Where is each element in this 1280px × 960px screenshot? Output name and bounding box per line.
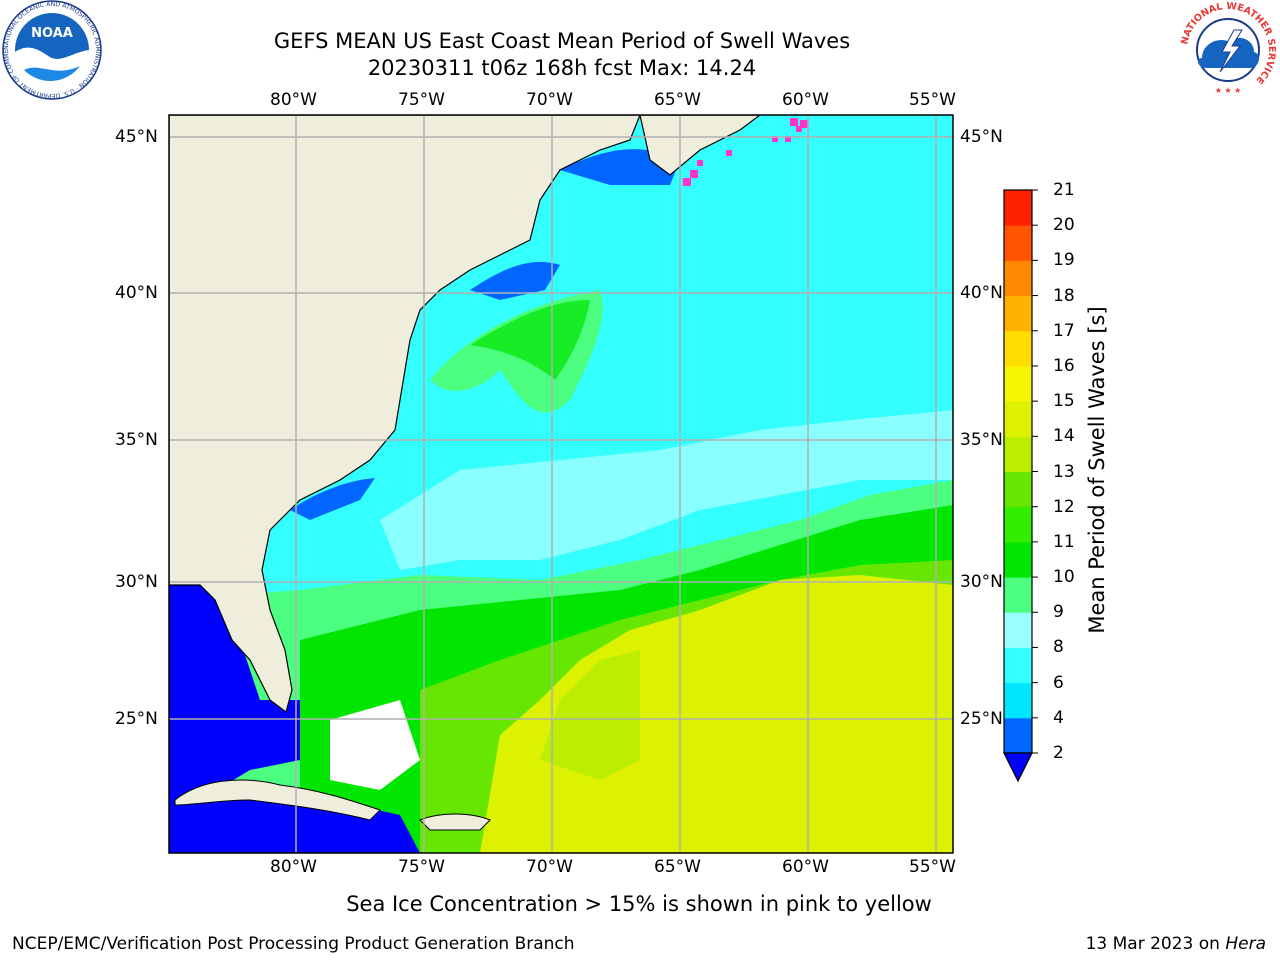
lat-label-left: 35°N <box>115 430 158 450</box>
lat-label-right: 25°N <box>960 709 1003 729</box>
colorbar-tick-label: 19 <box>1053 250 1075 271</box>
field-14s <box>480 575 953 853</box>
bahamas-shadow <box>330 700 420 790</box>
lat-label-left: 40°N <box>115 283 158 303</box>
svg-text:★ ★ ★: ★ ★ ★ <box>1215 86 1242 95</box>
colorbar-tick-label: 17 <box>1053 320 1075 341</box>
lon-label-bottom: 70°W <box>526 857 573 877</box>
lat-label-right: 30°N <box>960 572 1003 592</box>
lon-label-top: 60°W <box>782 90 829 110</box>
lon-label-bottom: 65°W <box>654 857 701 877</box>
colorbar-tick-label: 13 <box>1053 461 1075 482</box>
hispaniola-land <box>419 813 491 831</box>
footer-credit: NCEP/EMC/Verification Post Processing Pr… <box>12 934 575 954</box>
colorbar-band <box>1004 612 1032 648</box>
colorbar-tick-label: 9 <box>1053 602 1064 623</box>
colorbar-tick-label: 18 <box>1053 285 1075 306</box>
shelf-band-ny <box>470 261 560 300</box>
field-8s <box>380 410 953 570</box>
colorbar-under-arrow <box>1003 752 1033 783</box>
lat-label-left: 45°N <box>115 127 158 147</box>
colorbar-tick-label: 2 <box>1053 743 1064 763</box>
colorbar-tick-label: 4 <box>1053 707 1064 728</box>
lon-label-bottom: 55°W <box>909 857 956 877</box>
caribbean-field <box>169 790 420 853</box>
colorbar-band <box>1004 330 1032 367</box>
colorbar-band <box>1004 225 1032 261</box>
colorbar-tick-label: 20 <box>1053 215 1075 236</box>
map-title: GEFS MEAN US East Coast Mean Period of S… <box>273 29 851 53</box>
lat-label-left: 25°N <box>115 709 158 729</box>
colorbar-tick-label: 12 <box>1053 496 1075 517</box>
colorbar-tick-label: 15 <box>1053 391 1075 412</box>
colorbar-band <box>1004 717 1032 754</box>
colorbar-band <box>1004 260 1032 297</box>
lat-label-left: 30°N <box>115 572 158 592</box>
lat-label-right: 45°N <box>960 127 1003 147</box>
nws-logo: NATIONAL WEATHER SERVICE ★ ★ ★ <box>1179 1 1277 99</box>
colorbar <box>1003 189 1038 783</box>
colorbar-label: Mean Period of Swell Waves [s] <box>1085 306 1109 634</box>
lon-label-top: 80°W <box>270 90 317 110</box>
colorbar-band <box>1004 436 1032 472</box>
footer-host: Hera <box>1225 934 1266 954</box>
colorbar-band <box>1004 471 1032 508</box>
footer-date: 13 Mar 2023 on Hera <box>1086 934 1266 954</box>
colorbar-band <box>1004 295 1032 332</box>
map-subtitle: 20230311 t06z 168h fcst Max: 14.24 <box>367 56 757 80</box>
lon-label-top: 75°W <box>398 90 445 110</box>
colorbar-tick-label: 6 <box>1053 672 1064 693</box>
noaa-logo-text: NOAA <box>31 26 73 41</box>
noaa-logo: NATIONAL OCEANIC AND ATMOSPHERIC ADMINIS… <box>2 0 102 100</box>
colorbar-band <box>1004 647 1032 684</box>
field-13s <box>540 650 640 780</box>
colorbar-band <box>1004 365 1032 402</box>
nova-scotia-land <box>639 115 761 176</box>
colorbar-band <box>1004 506 1032 543</box>
lon-label-bottom: 60°W <box>782 857 829 877</box>
colorbar-tick-label: 14 <box>1053 426 1075 447</box>
graticule <box>169 115 953 853</box>
cuba-land <box>174 779 381 821</box>
lon-label-top: 65°W <box>654 90 701 110</box>
colorbar-band <box>1004 401 1032 437</box>
north-america-land <box>169 115 641 714</box>
shelf-band-carolina <box>290 478 375 520</box>
colorbar-tick-label: 8 <box>1053 637 1064 658</box>
colorbar-tick-label: 16 <box>1053 355 1075 376</box>
lon-label-bottom: 75°W <box>398 857 445 877</box>
lon-label-top: 70°W <box>526 90 573 110</box>
gulf-of-mexico-field <box>169 585 300 820</box>
lat-label-right: 40°N <box>960 283 1003 303</box>
lon-label-top: 55°W <box>909 90 956 110</box>
colorbar-tick-label: 11 <box>1053 531 1075 552</box>
colorbar-tick-label: 10 <box>1053 567 1075 588</box>
map-frame <box>168 114 954 854</box>
colorbar-band <box>1004 577 1032 613</box>
lat-label-right: 35°N <box>960 430 1003 450</box>
sea-ice-note: Sea Ice Concentration > 15% is shown in … <box>346 892 932 916</box>
colorbar-band <box>1004 682 1032 719</box>
lon-label-bottom: 80°W <box>270 857 317 877</box>
colorbar-tick-label: 21 <box>1053 180 1075 200</box>
colorbar-band <box>1004 190 1032 226</box>
colorbar-band <box>1004 541 1032 578</box>
footer-date-text: 13 Mar 2023 on <box>1085 934 1226 954</box>
gulfstream-core <box>470 300 590 380</box>
